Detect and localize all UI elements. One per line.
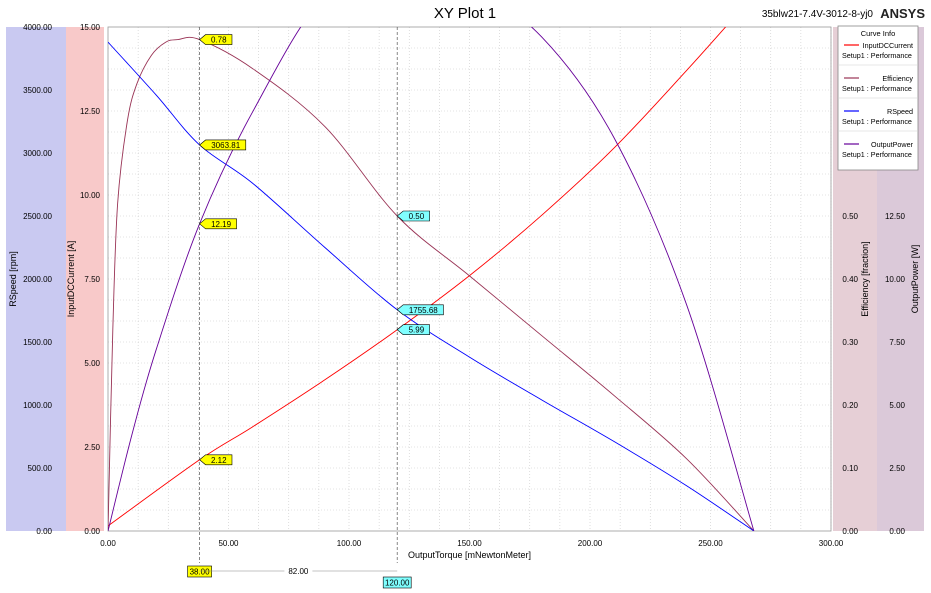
ansys-logo: ANSYS bbox=[880, 6, 925, 21]
x-tick-label: 100.00 bbox=[337, 539, 362, 548]
marker-rspeed[interactable] bbox=[396, 304, 444, 316]
cursor-label-box bbox=[187, 565, 212, 578]
marker-label: 0.78 bbox=[211, 36, 227, 45]
series-line-outputpower bbox=[108, 27, 755, 531]
y-tick-label: 1000.00 bbox=[23, 401, 52, 410]
marker-efficiency[interactable] bbox=[396, 210, 430, 222]
legend-entry-setup: Setup1 : Performance bbox=[842, 117, 912, 126]
marker-inputdccurrent[interactable] bbox=[199, 454, 233, 466]
y-tick-label: 0.40 bbox=[842, 275, 858, 284]
marker-efficiency[interactable] bbox=[199, 34, 233, 45]
legend-entry-name: OutputPower bbox=[871, 140, 914, 149]
current-axis-band bbox=[66, 27, 104, 531]
legend-entry-setup: Setup1 : Performance bbox=[842, 84, 912, 93]
y-tick-label: 1500.00 bbox=[23, 338, 52, 347]
project-name: 35blw21-7.4V-3012-8-yj0 bbox=[762, 9, 874, 20]
marker-label: 3063.81 bbox=[211, 141, 240, 150]
cursor-label: 120.00 bbox=[385, 579, 410, 588]
x-tick-label: 150.00 bbox=[457, 539, 482, 548]
y-tick-label: 2000.00 bbox=[23, 275, 52, 284]
plot-area bbox=[107, 26, 832, 532]
y-tick-label: 10.00 bbox=[885, 275, 906, 284]
y-tick-label: 0.30 bbox=[842, 338, 858, 347]
y-tick-label: 0.00 bbox=[84, 527, 100, 536]
efficiency-axis: 0.00 0.10 0.20 0.30 0.40 0.50 bbox=[842, 212, 858, 536]
y-tick-label: 0.00 bbox=[889, 527, 905, 536]
current-axis-label: InputDCCurrent [A] bbox=[66, 241, 76, 318]
y-tick-label: 0.20 bbox=[842, 401, 858, 410]
y-tick-label: 7.50 bbox=[889, 338, 905, 347]
marker-outputpower[interactable] bbox=[199, 218, 237, 230]
y-tick-label: 0.00 bbox=[36, 527, 52, 536]
marker-rspeed[interactable] bbox=[199, 139, 247, 151]
marker-label: 1755.68 bbox=[409, 306, 438, 315]
efficiency-axis-label: Efficiency [fraction] bbox=[860, 241, 870, 316]
series-group bbox=[108, 27, 755, 531]
x-axis-label: OutputTorque [mNewtonMeter] bbox=[408, 550, 531, 560]
power-axis-label: OutputPower [W] bbox=[910, 245, 920, 314]
marker-label: 2.12 bbox=[211, 456, 227, 465]
cursor-delta-bg bbox=[284, 566, 313, 576]
y-tick-label: 12.50 bbox=[80, 107, 101, 116]
rspeed-axis: 0.00 500.00 1000.00 1500.00 2000.00 2500.00 30… bbox=[23, 23, 52, 536]
y-tick-label: 2.50 bbox=[84, 443, 100, 452]
cursor-group: 38.00 120.00 82.00 bbox=[187, 27, 412, 589]
y-tick-label: 0.10 bbox=[842, 464, 858, 473]
marker-label: 0.50 bbox=[409, 212, 425, 221]
cursor-label-box bbox=[382, 576, 412, 589]
y-tick-label: 0.00 bbox=[842, 527, 858, 536]
rspeed-axis-label: RSpeed [rpm] bbox=[8, 251, 18, 307]
current-axis: 0.00 2.50 5.00 7.50 10.00 12.50 15.00 bbox=[80, 23, 101, 536]
marker-inputdccurrent[interactable] bbox=[396, 324, 430, 336]
plot-title: XY Plot 1 bbox=[434, 5, 496, 22]
legend-entry-name: RSpeed bbox=[887, 107, 913, 116]
x-tick-label: 300.00 bbox=[819, 539, 844, 548]
y-tick-label: 2.50 bbox=[889, 464, 905, 473]
cursor-delta-label: 82.00 bbox=[288, 567, 309, 576]
x-tick-label: 0.00 bbox=[100, 539, 116, 548]
x-tick-label: 250.00 bbox=[698, 539, 723, 548]
y-tick-label: 5.00 bbox=[889, 401, 905, 410]
x-axis: 0.00 50.00 100.00 150.00 200.00 250.00 300.00 bbox=[100, 539, 844, 548]
legend-entry-setup: Setup1 : Performance bbox=[842, 150, 912, 159]
legend-entry-name: InputDCCurrent bbox=[863, 41, 913, 50]
y-tick-label: 500.00 bbox=[28, 464, 53, 473]
marker-label: 5.99 bbox=[409, 326, 425, 335]
y-tick-label: 2500.00 bbox=[23, 212, 52, 221]
legend-title: Curve Info bbox=[861, 29, 896, 38]
grid bbox=[108, 27, 832, 531]
y-tick-label: 0.50 bbox=[842, 212, 858, 221]
y-tick-label: 7.50 bbox=[84, 275, 100, 284]
y-tick-label: 15.00 bbox=[80, 23, 101, 32]
x-tick-label: 200.00 bbox=[578, 539, 603, 548]
y-tick-label: 10.00 bbox=[80, 191, 101, 200]
x-tick-label: 50.00 bbox=[218, 539, 239, 548]
legend-entry-name: Efficiency bbox=[882, 74, 913, 83]
marker-label: 12.19 bbox=[211, 220, 232, 229]
y-tick-label: 5.00 bbox=[84, 359, 100, 368]
y-tick-label: 4000.00 bbox=[23, 23, 52, 32]
legend-entry-setup: Setup1 : Performance bbox=[842, 51, 912, 60]
rspeed-axis-band bbox=[6, 27, 66, 531]
y-tick-label: 3500.00 bbox=[23, 86, 52, 95]
y-tick-label: 12.50 bbox=[885, 212, 906, 221]
cursor-label: 38.00 bbox=[190, 568, 211, 577]
y-tick-label: 3000.00 bbox=[23, 149, 52, 158]
